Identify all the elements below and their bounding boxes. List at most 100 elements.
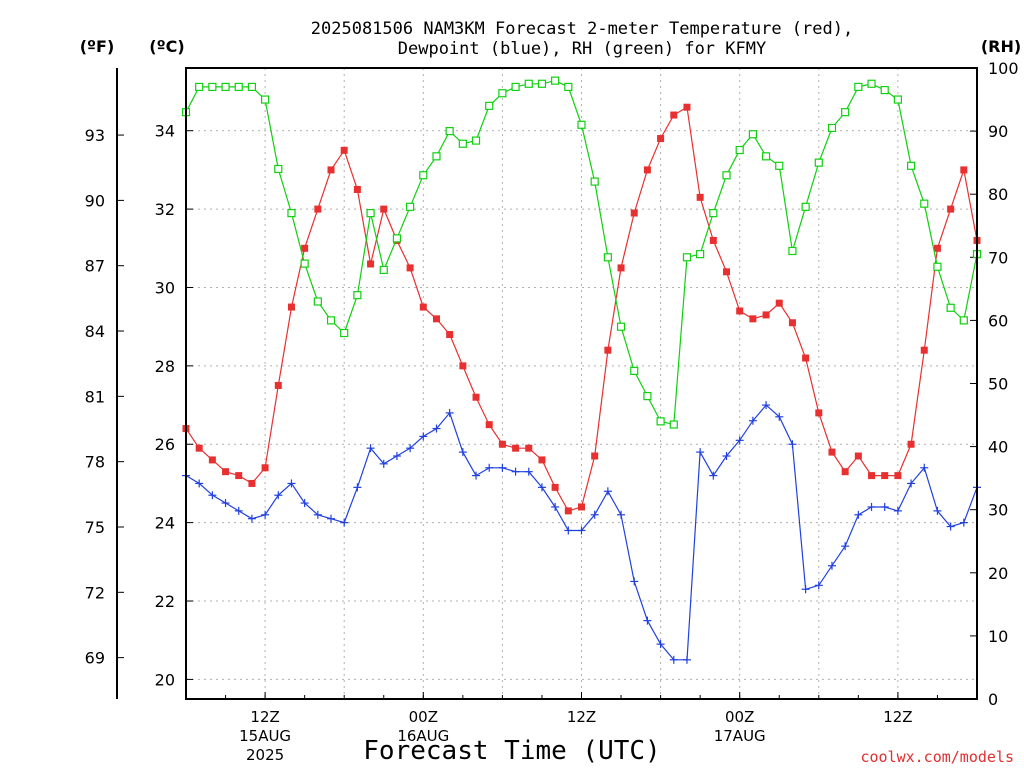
data-point bbox=[208, 491, 217, 500]
data-point bbox=[511, 467, 520, 476]
data-point bbox=[314, 205, 322, 213]
data-point bbox=[828, 448, 836, 456]
data-point bbox=[788, 246, 797, 256]
data-point bbox=[959, 518, 968, 527]
data-point bbox=[959, 316, 968, 325]
data-point bbox=[340, 146, 348, 154]
data-point bbox=[854, 82, 863, 92]
data-point bbox=[498, 463, 507, 472]
data-point bbox=[683, 103, 691, 111]
data-point bbox=[907, 440, 915, 448]
data-point bbox=[432, 424, 441, 433]
data-point bbox=[379, 265, 388, 275]
data-point bbox=[946, 522, 955, 531]
data-point bbox=[920, 463, 929, 472]
series-line bbox=[185, 79, 978, 426]
rh-tick-label: 60 bbox=[988, 311, 1008, 330]
data-point bbox=[498, 89, 507, 98]
data-point bbox=[564, 82, 573, 92]
data-point bbox=[445, 126, 454, 136]
data-point bbox=[195, 479, 204, 488]
data-point bbox=[446, 331, 454, 339]
data-point bbox=[261, 95, 270, 104]
data-point bbox=[287, 303, 295, 311]
data-point bbox=[696, 250, 705, 259]
data-point bbox=[498, 440, 506, 448]
data-point bbox=[235, 472, 243, 480]
data-point bbox=[827, 123, 837, 133]
celsius-axis: 20 22 24 26 28 30 32 34 bbox=[155, 122, 193, 689]
data-point bbox=[578, 503, 585, 511]
data-point bbox=[775, 412, 784, 421]
data-point bbox=[340, 328, 349, 338]
series-layer bbox=[181, 76, 982, 664]
data-point bbox=[392, 234, 402, 243]
chart-title-line-2: Dewpoint (blue), RH (green) for KFMY bbox=[398, 39, 766, 59]
data-point bbox=[841, 542, 850, 551]
rh-unit-label: (RH) bbox=[981, 37, 1021, 56]
data-point bbox=[709, 236, 717, 244]
data-point bbox=[670, 111, 678, 119]
data-point bbox=[722, 452, 731, 461]
data-point bbox=[524, 79, 533, 88]
fahrenheit-tick-label: 87 bbox=[85, 257, 105, 276]
data-point bbox=[445, 408, 454, 417]
data-point bbox=[604, 346, 612, 354]
data-point bbox=[353, 185, 361, 193]
data-point bbox=[524, 467, 533, 476]
credit-text: coolwx.com/models bbox=[860, 748, 1014, 766]
data-point bbox=[419, 303, 427, 311]
data-point bbox=[735, 436, 744, 445]
data-point bbox=[841, 108, 850, 117]
data-point bbox=[419, 171, 428, 180]
data-point bbox=[762, 401, 771, 410]
data-point bbox=[591, 452, 599, 460]
data-point bbox=[669, 655, 678, 664]
x-tick-year-label: 2025 bbox=[246, 746, 284, 764]
celsius-tick-label: 30 bbox=[155, 278, 175, 297]
data-point bbox=[551, 502, 560, 511]
data-point bbox=[762, 311, 770, 319]
data-point bbox=[748, 130, 757, 139]
data-point bbox=[208, 82, 217, 92]
data-point bbox=[880, 85, 889, 95]
data-point bbox=[735, 145, 744, 155]
rh-tick-label: 100 bbox=[988, 59, 1019, 78]
data-point bbox=[247, 82, 257, 92]
fahrenheit-axis: 69 72 75 78 81 84 87 90 93 bbox=[85, 68, 124, 699]
x-axis-title: Forecast Time (UTC) bbox=[363, 736, 660, 766]
data-point bbox=[274, 491, 283, 500]
data-point bbox=[906, 161, 916, 170]
data-point bbox=[603, 253, 612, 262]
data-point bbox=[406, 444, 415, 453]
data-point bbox=[353, 483, 362, 492]
data-point bbox=[287, 209, 296, 218]
data-point bbox=[643, 392, 652, 401]
data-point bbox=[630, 577, 639, 586]
data-point bbox=[723, 268, 731, 276]
data-point bbox=[340, 518, 349, 527]
data-point bbox=[471, 136, 481, 145]
celsius-tick-label: 22 bbox=[155, 592, 175, 611]
data-point bbox=[893, 95, 903, 104]
data-point bbox=[590, 510, 599, 519]
data-point bbox=[788, 319, 796, 327]
fahrenheit-unit-label: (ºF) bbox=[80, 37, 115, 56]
series-group bbox=[181, 76, 982, 429]
x-tick-label: 00Z bbox=[725, 708, 754, 726]
data-point bbox=[366, 209, 375, 218]
data-point bbox=[643, 616, 652, 625]
data-point bbox=[827, 561, 836, 570]
data-point bbox=[643, 166, 651, 174]
rh-tick-label: 10 bbox=[988, 627, 1008, 646]
data-point bbox=[300, 259, 309, 268]
data-point bbox=[801, 585, 810, 594]
fahrenheit-tick-label: 72 bbox=[85, 583, 105, 602]
x-tick-label: 12Z bbox=[567, 708, 596, 726]
data-point bbox=[709, 471, 718, 480]
data-point bbox=[920, 199, 929, 208]
data-point bbox=[868, 472, 876, 480]
data-point bbox=[459, 362, 467, 370]
